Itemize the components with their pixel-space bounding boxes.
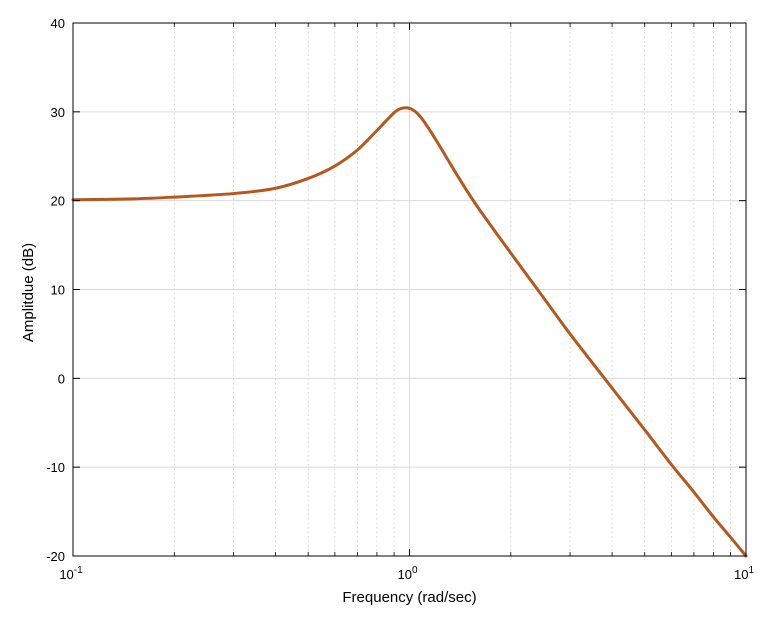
y-tick-label: -10 [46,460,65,475]
x-tick-label: 100 [397,565,417,582]
x-axis-title: Frequency (rad/sec) [342,589,476,606]
series-layer [71,106,748,558]
y-tick-label: 20 [51,194,65,209]
grid-layer [72,22,747,557]
y-tick-label: 30 [51,105,65,120]
y-tick-label: 40 [51,16,65,31]
x-tick-label-base: 10 [734,567,748,582]
x-tick-label: 101 [734,565,754,582]
y-tick-label: -20 [46,549,65,564]
x-tick-label-exponent: 0 [412,565,418,576]
x-tick-label: 10-1 [59,565,83,582]
y-axis-title: Amplitdue (dB) [20,243,37,342]
amplitude-series-line [71,106,748,558]
x-tick-label-base: 10 [397,567,411,582]
y-tick-label: 10 [51,283,65,298]
x-tick-label-base: 10 [59,567,73,582]
x-tick-label-exponent: -1 [74,565,83,576]
tick-layer [72,22,747,557]
y-tick-label: 0 [58,371,65,386]
x-tick-label-exponent: 1 [748,565,754,576]
